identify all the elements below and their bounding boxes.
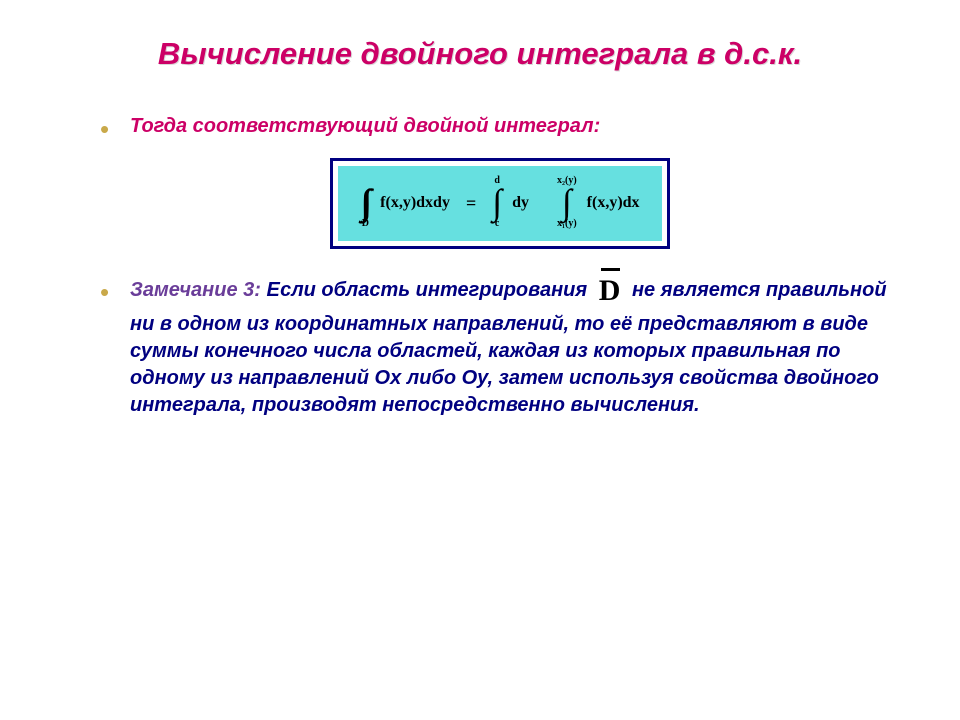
region-symbol: D xyxy=(593,271,627,312)
right-integral-symbol: ∫ xyxy=(562,188,572,217)
equals-sign: = xyxy=(460,193,482,214)
remark-part1: Если область интегрирования xyxy=(261,279,593,301)
formula-wrapper: ∫∫ D f(x,y)dxdy = d ∫ c dy x₂(y) ∫ xyxy=(100,158,900,249)
formula-box: ∫∫ D f(x,y)dxdy = d ∫ c dy x₂(y) ∫ xyxy=(330,158,669,249)
intro-text: Тогда соответствующий двойной интеграл: xyxy=(130,115,600,137)
mid-lower: c xyxy=(495,219,499,231)
right-lower: x₁(y) xyxy=(557,219,577,231)
intro-bullet: Тогда соответствующий двойной интеграл: xyxy=(100,112,900,140)
slide-container: Вычисление двойного интеграла в д.с.к. Т… xyxy=(0,0,960,720)
left-integrand: f(x,y)dxdy xyxy=(380,194,450,212)
int-upper-empty xyxy=(364,176,367,188)
formula-inner: ∫∫ D f(x,y)dxdy = d ∫ c dy x₂(y) ∫ xyxy=(338,166,661,241)
remark-text: Замечание 3: Если область интегрирования… xyxy=(130,279,887,416)
double-integral-lower: D xyxy=(362,219,369,231)
mid-integral-symbol: ∫ xyxy=(492,188,502,217)
right-integral: x₂(y) ∫ x₁(y) xyxy=(557,176,577,231)
mid-integrand: dy xyxy=(512,194,529,212)
remark-bullet: Замечание 3: Если область интегрирования… xyxy=(100,271,900,420)
double-integral: ∫∫ D xyxy=(360,176,370,231)
remark-lead: Замечание 3: xyxy=(130,279,261,301)
slide-title: Вычисление двойного интеграла в д.с.к. xyxy=(60,35,900,74)
content-area: Тогда соответствующий двойной интеграл: … xyxy=(60,112,900,419)
right-integrand: f(x,y)dx xyxy=(587,194,640,212)
double-integral-symbol: ∫∫ xyxy=(360,188,370,217)
mid-integral: d ∫ c xyxy=(492,176,502,231)
